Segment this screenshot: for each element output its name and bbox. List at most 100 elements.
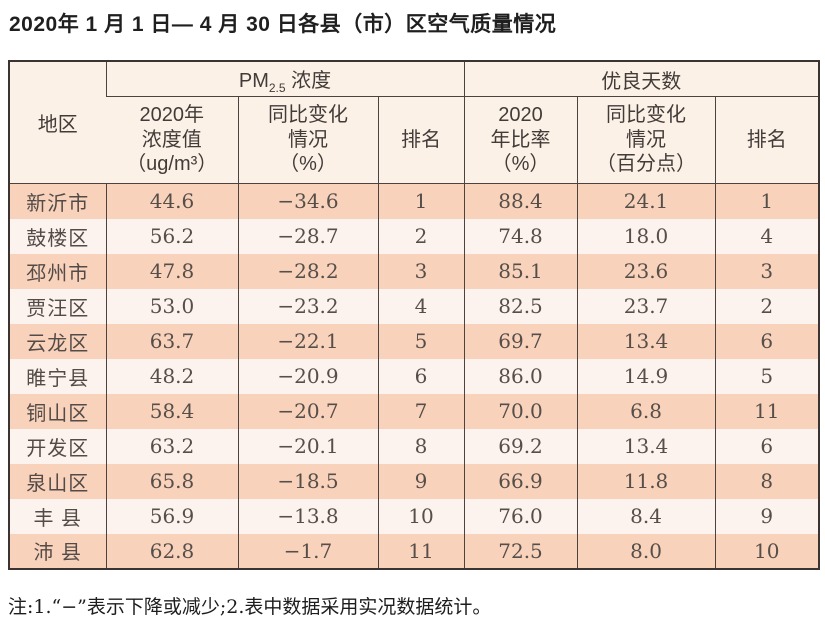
pm25-rank-cell: 3: [377, 253, 465, 289]
good-rank-cell: 2: [714, 288, 820, 324]
good-rate-cell: 76.0: [463, 498, 578, 534]
table-row: 丰 县 56.9 −13.8 10 76.0 8.4 9: [9, 498, 820, 534]
pm25-value-cell: 62.8: [105, 533, 238, 569]
pm25-rank-cell: 5: [377, 323, 465, 359]
region-cell: 丰 县: [9, 498, 106, 534]
air-quality-table: 地区 PM2.5 浓度 优良天数 2020年 浓度值 （ug/m³） 同比变化 …: [8, 60, 821, 570]
pm25-change-cell: −13.8: [237, 498, 378, 534]
good-rank-cell: 9: [714, 498, 820, 534]
pm25-value-cell: 53.0: [105, 288, 238, 324]
footnote: 注:1.“−”表示下降或减少;2.表中数据采用实况数据统计。: [8, 596, 492, 618]
header-line: （ug/m³）: [126, 153, 218, 176]
header-line: 情况: [626, 128, 667, 151]
good-rank-cell: 6: [714, 323, 820, 359]
good-change-cell: 24.1: [576, 183, 716, 219]
good-change-cell: 18.0: [576, 218, 716, 254]
header-line: 同比变化: [268, 104, 348, 127]
pm25-change-cell: −28.2: [237, 253, 378, 289]
good-change-cell: 8.4: [576, 498, 716, 534]
table-row: 鼓楼区 56.2 −28.7 2 74.8 18.0 4: [9, 218, 820, 254]
good-rate-cell: 85.1: [463, 253, 578, 289]
header-line: 2020: [498, 104, 543, 127]
table-row: 泉山区 65.8 −18.5 9 66.9 11.8 8: [9, 463, 820, 499]
region-cell: 泉山区: [9, 463, 106, 499]
region-cell: 沛 县: [9, 533, 106, 569]
good-rate-cell: 82.5: [463, 288, 578, 324]
good-change-column-header: 同比变化 情况 （百分点）: [576, 96, 716, 184]
good-rank-cell: 8: [714, 463, 820, 499]
pm25-change-cell: −18.5: [237, 463, 378, 499]
pm25-value-cell: 48.2: [105, 358, 238, 394]
pm25-change-cell: −22.1: [237, 323, 378, 359]
good-change-cell: 13.4: [576, 428, 716, 464]
table-row: 铜山区 58.4 −20.7 7 70.0 6.8 11: [9, 393, 820, 429]
pm25-rank-cell: 11: [377, 533, 465, 569]
header-line: 情况: [288, 128, 328, 151]
pm25-change-cell: −1.7: [237, 533, 378, 569]
pm25-value-cell: 63.7: [105, 323, 238, 359]
header-line: 排名: [746, 128, 787, 151]
table-row: 开发区 63.2 −20.1 8 69.2 13.4 6: [9, 428, 820, 464]
pm25-rank-cell: 7: [377, 393, 465, 429]
good-change-cell: 8.0: [576, 533, 716, 569]
table-row: 贾汪区 53.0 −23.2 4 82.5 23.7 2: [9, 288, 820, 324]
good-rank-cell: 6: [714, 428, 820, 464]
header-line: 年比率: [490, 128, 551, 151]
good-rate-cell: 69.2: [463, 428, 578, 464]
good-rate-cell: 72.5: [463, 533, 578, 569]
good-change-cell: 6.8: [576, 393, 716, 429]
pm25-rank-cell: 4: [377, 288, 465, 324]
good-change-cell: 23.6: [576, 253, 716, 289]
header-line: 2020年: [139, 104, 205, 127]
good-change-cell: 13.4: [576, 323, 716, 359]
region-cell: 鼓楼区: [9, 218, 106, 254]
pm25-label-subscript: 2.5: [268, 80, 286, 95]
pm25-value-cell: 56.2: [105, 218, 238, 254]
good-rate-cell: 69.7: [463, 323, 578, 359]
good-change-cell: 11.8: [576, 463, 716, 499]
pm25-rank-cell: 9: [377, 463, 465, 499]
good-rate-cell: 86.0: [463, 358, 578, 394]
table-row: 睢宁县 48.2 −20.9 6 86.0 14.9 5: [9, 358, 820, 394]
region-cell: 开发区: [9, 428, 106, 464]
good-rank-cell: 5: [714, 358, 820, 394]
pm25-value-cell: 58.4: [105, 393, 238, 429]
pm25-change-cell: −23.2: [237, 288, 378, 324]
pm25-change-column-header: 同比变化 情况 （%）: [237, 96, 378, 184]
region-cell: 铜山区: [9, 393, 106, 429]
pm25-change-cell: −34.6: [237, 183, 378, 219]
region-cell: 邳州市: [9, 253, 106, 289]
pm25-value-cell: 65.8: [105, 463, 238, 499]
good-rank-column-header: 排名: [714, 96, 820, 184]
header-line: 排名: [401, 128, 441, 151]
pm25-change-cell: −20.1: [237, 428, 378, 464]
pm25-label-prefix: PM: [238, 69, 269, 92]
region-cell: 睢宁县: [9, 358, 106, 394]
table-row: 邳州市 47.8 −28.2 3 85.1 23.6 3: [9, 253, 820, 289]
pm25-rank-cell: 8: [377, 428, 465, 464]
region-cell: 云龙区: [9, 323, 106, 359]
pm25-rank-column-header: 排名: [377, 96, 465, 184]
good-rate-cell: 88.4: [463, 183, 578, 219]
region-cell: 新沂市: [9, 183, 106, 219]
good-change-cell: 23.7: [576, 288, 716, 324]
group-header-row: 地区 PM2.5 浓度 优良天数: [9, 61, 820, 184]
good-change-cell: 14.9: [576, 358, 716, 394]
table-row: 新沂市 44.6 −34.6 1 88.4 24.1 1: [9, 183, 820, 219]
good-rate-cell: 70.0: [463, 393, 578, 429]
good-rank-cell: 3: [714, 253, 820, 289]
pm25-value-cell: 47.8: [105, 253, 238, 289]
good-rank-cell: 11: [714, 393, 820, 429]
header-line: （百分点）: [596, 153, 697, 176]
pm25-value-column-header: 2020年 浓度值 （ug/m³）: [106, 96, 238, 184]
good-rank-cell: 4: [714, 218, 820, 254]
region-cell: 贾汪区: [9, 288, 106, 324]
pm25-rank-cell: 2: [377, 218, 465, 254]
good-rate-cell: 66.9: [463, 463, 578, 499]
pm25-rank-cell: 1: [377, 183, 465, 219]
header-line: 同比变化: [606, 104, 687, 127]
table-row: 云龙区 63.7 −22.1 5 69.7 13.4 6: [9, 323, 820, 359]
header-line: （%）: [279, 153, 337, 176]
good-rate-cell: 74.8: [463, 218, 578, 254]
